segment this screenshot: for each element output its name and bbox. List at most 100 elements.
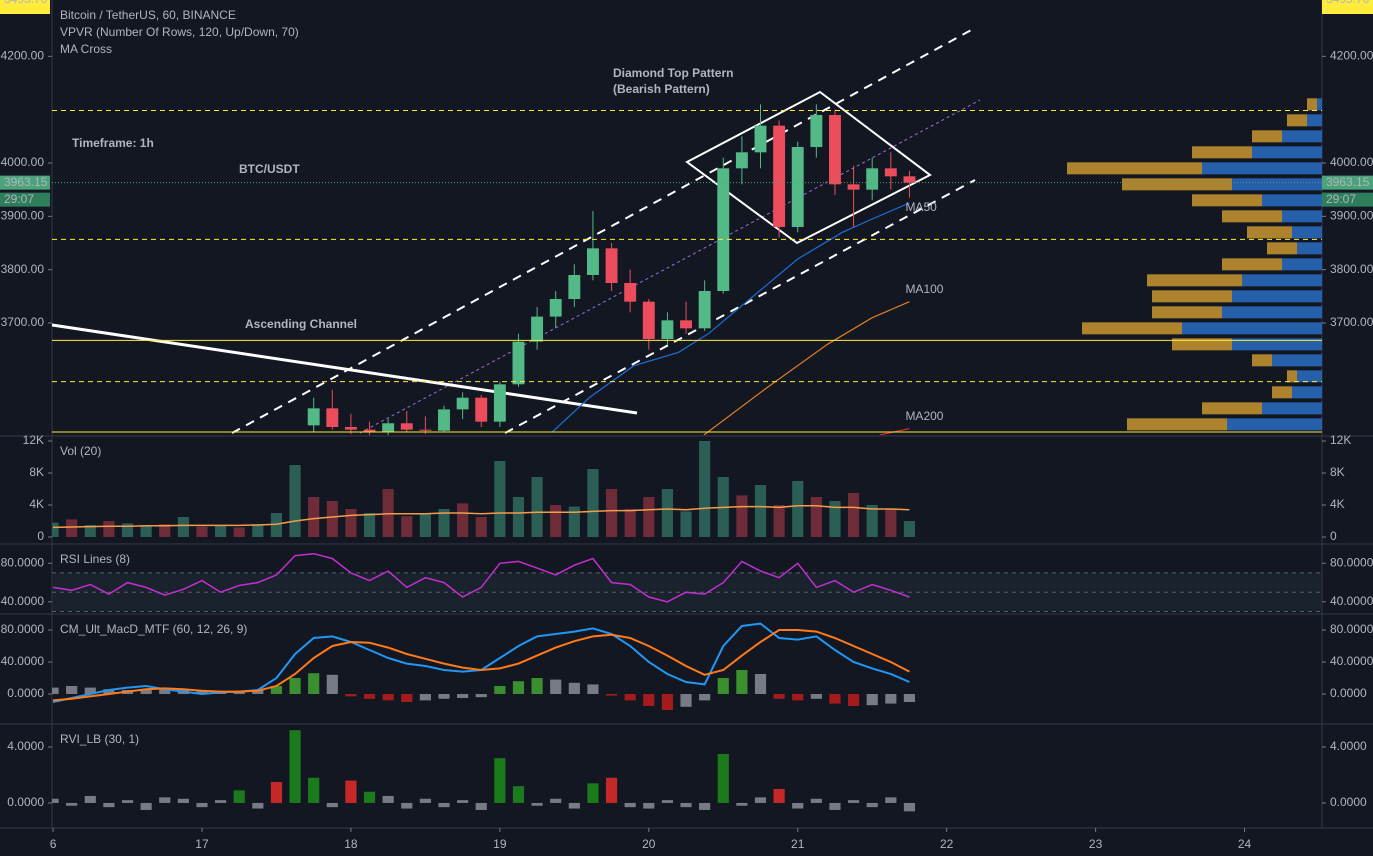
y-tick-label: 3700.00 xyxy=(1330,315,1373,329)
y-tick-label: 40.0000 xyxy=(1330,654,1373,668)
bar xyxy=(270,686,283,694)
bar xyxy=(252,524,264,537)
x-tick-label: 6 xyxy=(50,837,57,851)
candle-body xyxy=(735,152,748,169)
profile-down xyxy=(1082,322,1182,335)
x-tick-label: 17 xyxy=(195,837,209,851)
candle-body xyxy=(568,274,581,299)
bar xyxy=(866,505,878,537)
candle-body xyxy=(605,248,618,283)
y-tick-label: 8K xyxy=(29,465,44,479)
bar xyxy=(848,493,860,537)
bar xyxy=(326,674,338,694)
bar xyxy=(140,689,152,694)
bar xyxy=(177,798,189,803)
candle-body xyxy=(363,429,376,433)
bar xyxy=(66,686,78,694)
profile-down xyxy=(1252,130,1282,143)
channel-upper xyxy=(231,27,976,434)
profile-up xyxy=(1252,146,1322,159)
price-label-box xyxy=(0,175,50,190)
bar xyxy=(661,489,673,537)
bar xyxy=(121,523,134,537)
y-tick-label: 40.0000 xyxy=(1330,594,1373,608)
bar xyxy=(196,802,208,808)
profile-up xyxy=(1297,370,1322,383)
profile-down xyxy=(1247,226,1292,239)
y-tick-label: 4200.00 xyxy=(1,48,45,62)
bar xyxy=(475,517,487,537)
bar xyxy=(717,678,729,694)
candle-body xyxy=(773,125,786,227)
bar xyxy=(84,525,96,537)
candle-body xyxy=(624,282,637,302)
price-label-box xyxy=(1322,192,1373,207)
bar xyxy=(363,791,376,803)
bar xyxy=(661,800,673,803)
bar xyxy=(308,497,320,537)
bar xyxy=(401,802,413,809)
bar xyxy=(159,688,171,694)
bar xyxy=(736,495,748,537)
y-tick-label: 80.0000 xyxy=(1,622,45,636)
bar xyxy=(289,465,301,537)
profile-down xyxy=(1152,290,1232,303)
ma-line xyxy=(703,301,910,435)
bar xyxy=(810,694,822,699)
y-tick-label: 3800.00 xyxy=(1330,262,1373,276)
bar xyxy=(605,694,618,696)
profile-up xyxy=(1282,258,1322,271)
bar xyxy=(531,678,543,694)
price-label-box xyxy=(0,192,50,207)
bar xyxy=(512,497,525,537)
annotation: BTC/USDT xyxy=(239,162,300,176)
profile-down xyxy=(1287,114,1307,127)
bar xyxy=(792,802,804,809)
bar xyxy=(699,441,711,537)
x-tick-label: 18 xyxy=(344,837,358,851)
chart-title: Bitcoin / TetherUS, 60, BINANCE xyxy=(60,8,236,22)
bar xyxy=(810,798,822,803)
bar xyxy=(810,497,822,537)
bar xyxy=(326,501,338,537)
profile-up xyxy=(1307,114,1322,127)
x-tick-label: 19 xyxy=(493,837,507,851)
pane xyxy=(52,622,916,710)
profile-down xyxy=(1192,194,1262,207)
bar xyxy=(512,786,525,803)
bar xyxy=(903,521,916,537)
bar xyxy=(363,513,376,537)
bar xyxy=(382,795,394,803)
bar xyxy=(401,694,413,702)
bar xyxy=(475,694,487,698)
bar xyxy=(159,797,171,803)
ma-label: MA50 xyxy=(905,200,937,214)
price-label: 3495.70 xyxy=(1326,0,1370,6)
bar xyxy=(345,780,357,803)
bar xyxy=(624,694,636,701)
price-label-box xyxy=(1322,175,1373,190)
bar xyxy=(866,802,878,808)
bar xyxy=(550,505,562,537)
pane-title: RVI_LB (30, 1) xyxy=(60,732,139,746)
bar xyxy=(121,800,134,803)
candle-body xyxy=(400,423,413,430)
bar xyxy=(308,673,320,694)
y-tick-label: 0 xyxy=(37,529,44,543)
bar xyxy=(252,690,264,694)
y-tick-label: 0.0000 xyxy=(1330,686,1367,700)
bar xyxy=(829,802,841,810)
ma-label: MA200 xyxy=(905,409,943,423)
price-label: 29:07 xyxy=(1326,192,1356,206)
bar xyxy=(66,519,78,537)
candle-body xyxy=(326,408,339,427)
bar xyxy=(754,797,767,803)
y-tick-label: 4K xyxy=(29,497,44,511)
y-tick-label: 40.0000 xyxy=(1,654,45,668)
bar xyxy=(382,489,394,537)
profile-up xyxy=(1282,210,1322,223)
bar xyxy=(66,802,78,806)
x-tick-label: 24 xyxy=(1238,837,1252,851)
profile-up xyxy=(1272,354,1322,367)
bar xyxy=(643,497,655,537)
